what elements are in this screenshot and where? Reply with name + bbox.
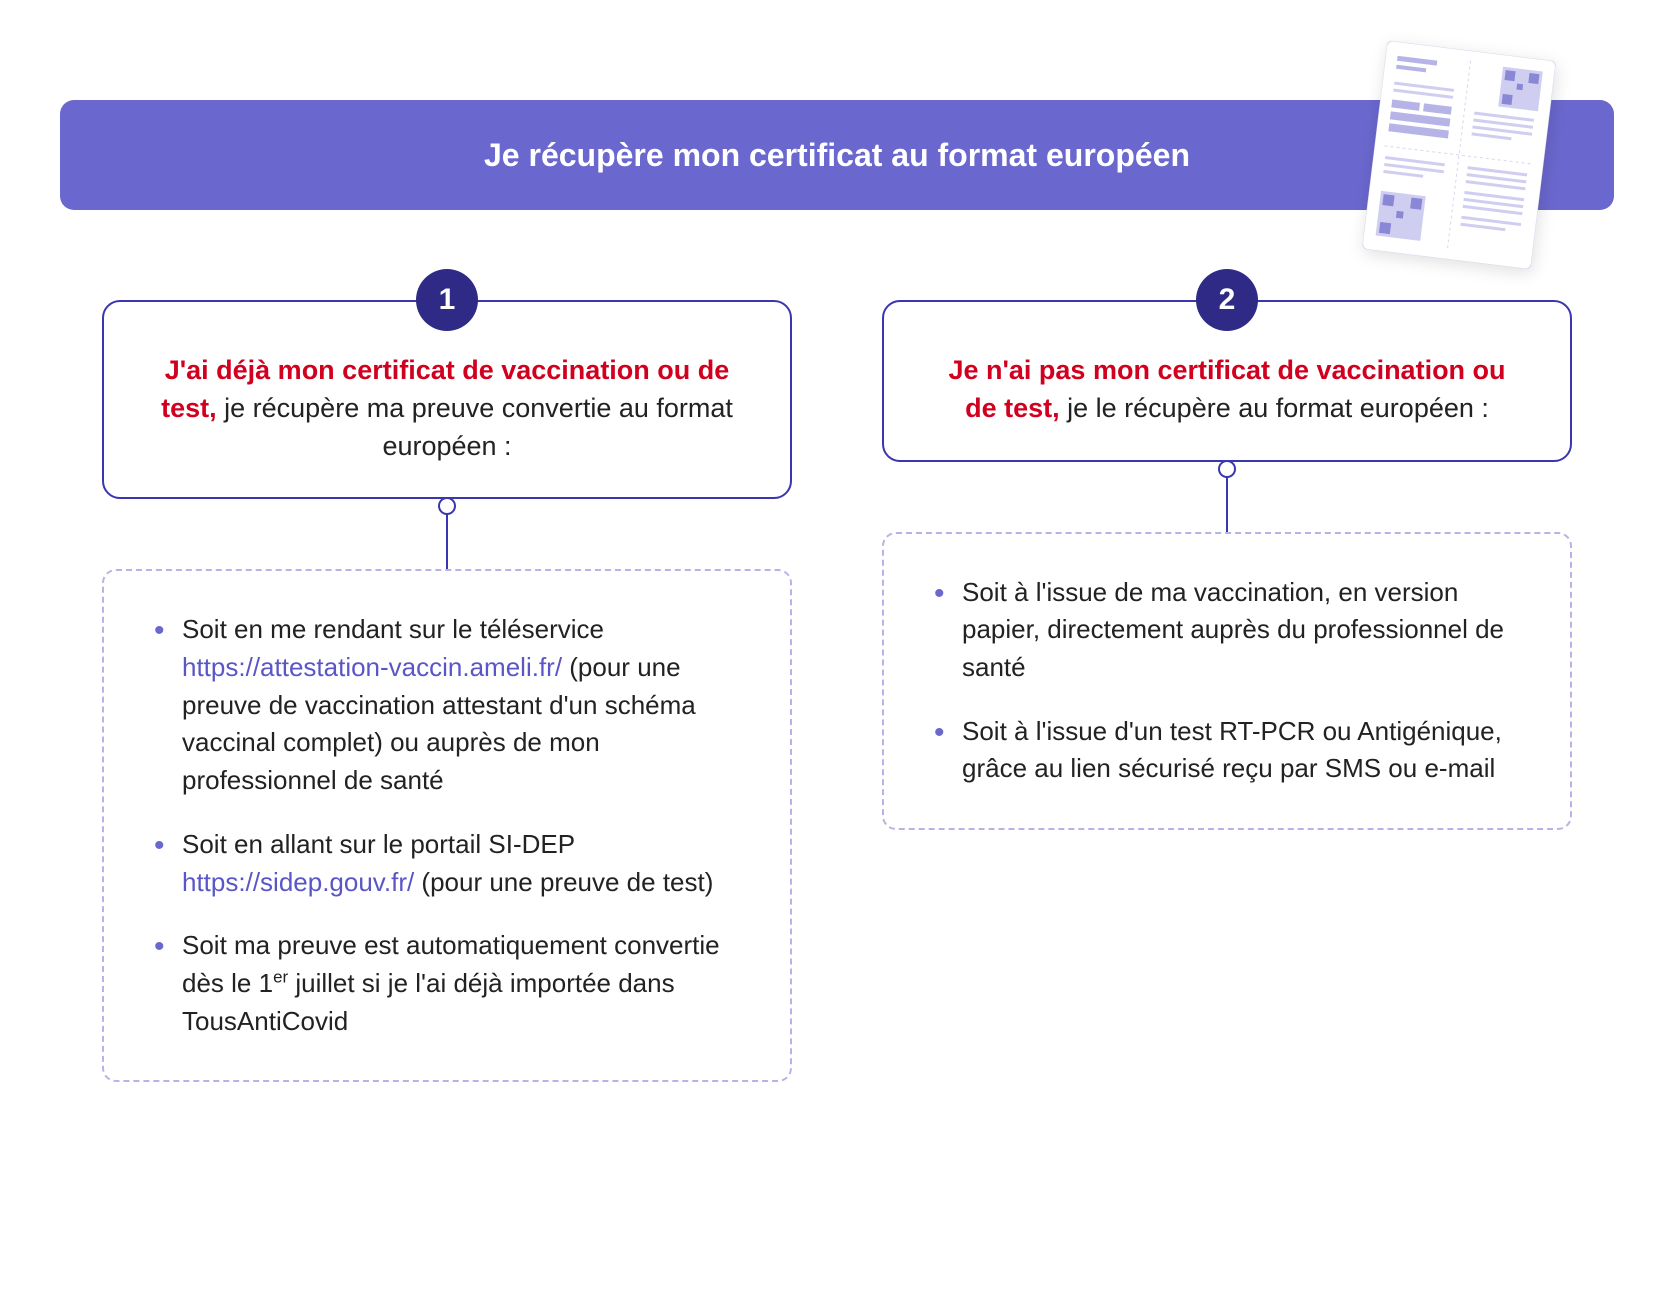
column-1: 1 J'ai déjà mon certificat de vaccinatio… [102, 300, 792, 1082]
columns-container: 1 J'ai déjà mon certificat de vaccinatio… [60, 300, 1614, 1082]
item-text: Soit à l'issue d'un test RT-PCR ou Antig… [962, 716, 1502, 784]
title-rest-1: je récupère ma preuve convertie au forma… [217, 393, 733, 461]
detail-box-2: Soit à l'issue de ma vaccination, en ver… [882, 532, 1572, 830]
item-text: (pour une preuve de test) [414, 867, 713, 897]
header-title: Je récupère mon certificat au format eur… [484, 137, 1190, 174]
list-item: Soit à l'issue de ma vaccination, en ver… [934, 574, 1538, 687]
certificate-document-icon [1362, 40, 1556, 269]
badge-2: 2 [1196, 269, 1258, 331]
item-text: Soit en allant sur le portail SI-DEP [182, 829, 575, 859]
connector-2 [1226, 462, 1228, 532]
list-item: Soit en allant sur le portail SI-DEP htt… [154, 826, 758, 901]
item-link[interactable]: https://attestation-vaccin.ameli.fr/ [182, 652, 562, 682]
connector-1 [446, 499, 448, 569]
detail-box-1: Soit en me rendant sur le téléservice ht… [102, 569, 792, 1082]
title-rest-2: je le récupère au format européen : [1060, 393, 1489, 423]
item-text: Soit en me rendant sur le téléservice [182, 614, 604, 644]
header-bar: Je récupère mon certificat au format eur… [60, 100, 1614, 210]
list-item: Soit en me rendant sur le téléservice ht… [154, 611, 758, 799]
list-item: Soit ma preuve est automatiquement conve… [154, 927, 758, 1040]
item-link[interactable]: https://sidep.gouv.fr/ [182, 867, 414, 897]
item-sup: er [273, 967, 288, 986]
column-2: 2 Je n'ai pas mon certificat de vaccinat… [882, 300, 1572, 1082]
list-item: Soit à l'issue d'un test RT-PCR ou Antig… [934, 713, 1538, 788]
item-text: Soit à l'issue de ma vaccination, en ver… [962, 577, 1504, 682]
badge-1: 1 [416, 269, 478, 331]
